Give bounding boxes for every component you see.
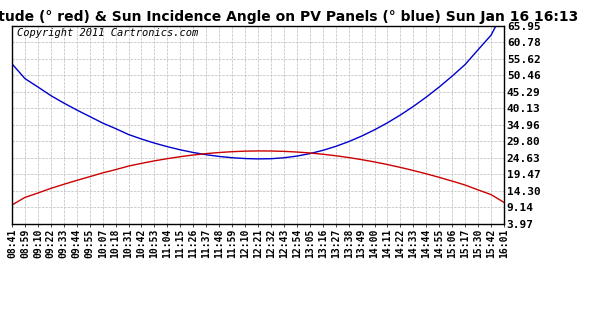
Text: Copyright 2011 Cartronics.com: Copyright 2011 Cartronics.com [17, 28, 198, 37]
Title: Sun Altitude (° red) & Sun Incidence Angle on PV Panels (° blue) Sun Jan 16 16:1: Sun Altitude (° red) & Sun Incidence Ang… [0, 11, 578, 24]
